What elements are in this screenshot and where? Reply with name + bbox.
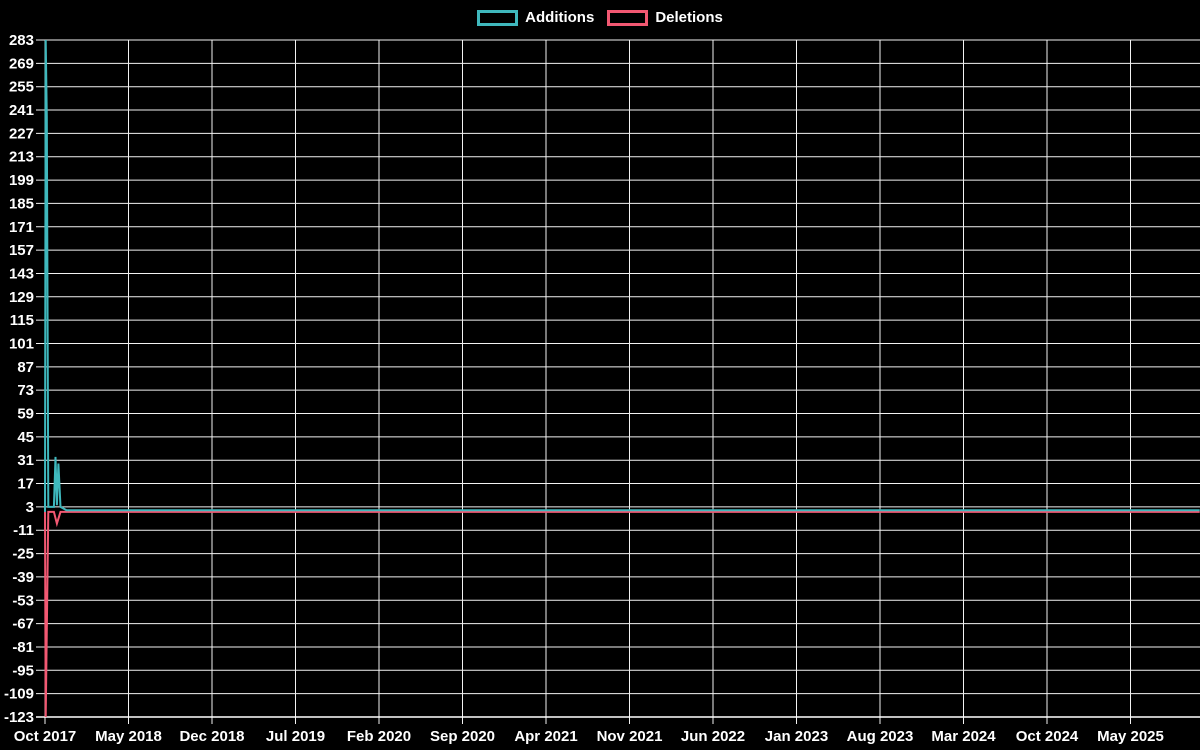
y-axis-tick-label: 213 xyxy=(9,149,34,166)
y-axis-tick-label: 31 xyxy=(17,452,34,469)
y-axis-tick-label: -95 xyxy=(12,662,34,679)
y-axis-tick-label: 87 xyxy=(17,359,34,376)
y-axis-tick-label: 129 xyxy=(9,289,34,306)
y-axis-tick-label: -25 xyxy=(12,546,34,563)
y-axis-tick-label: 241 xyxy=(9,102,34,119)
y-axis-tick-label: 59 xyxy=(17,406,34,423)
y-axis-tick-label: 157 xyxy=(9,242,34,259)
y-axis-tick-label: 3 xyxy=(26,499,34,516)
x-axis-tick-label: Jul 2019 xyxy=(266,728,325,745)
legend-item-additions[interactable]: Additions xyxy=(477,10,594,26)
chart-legend: Additions Deletions xyxy=(0,8,1200,28)
deletions-line xyxy=(44,510,1200,718)
y-axis-tick-label: -67 xyxy=(12,616,34,633)
y-axis-tick-label: -39 xyxy=(12,569,34,586)
x-axis-tick-label: Oct 2017 xyxy=(14,728,77,745)
additions-swatch-icon xyxy=(477,10,519,26)
y-axis-tick-label: 171 xyxy=(9,219,34,236)
y-axis-tick-label: -81 xyxy=(12,639,34,656)
additions-legend-label: Additions xyxy=(525,9,595,26)
y-axis-tick-label: 227 xyxy=(9,125,34,142)
y-axis-tick-label: -123 xyxy=(4,709,34,726)
y-axis-tick-label: 185 xyxy=(9,195,34,212)
y-axis-tick-label: 255 xyxy=(9,79,34,96)
y-axis-tick-label: 199 xyxy=(9,172,34,189)
legend-item-deletions[interactable]: Deletions xyxy=(607,10,723,26)
y-axis-tick-label: 73 xyxy=(17,382,34,399)
x-axis-tick-label: Jan 2023 xyxy=(765,728,828,745)
deletions-legend-label: Deletions xyxy=(655,9,723,26)
x-axis-tick-label: Feb 2020 xyxy=(347,728,411,745)
y-axis-tick-label: -109 xyxy=(4,686,34,703)
x-axis-tick-label: Oct 2024 xyxy=(1016,728,1079,745)
x-axis-tick-label: Mar 2024 xyxy=(931,728,996,745)
y-axis-tick-label: -53 xyxy=(12,592,34,609)
x-axis-tick-label: Apr 2021 xyxy=(514,728,577,745)
y-axis-tick-label: 283 xyxy=(9,32,34,49)
x-axis-tick-label: May 2018 xyxy=(95,728,162,745)
y-axis-tick-label: -11 xyxy=(13,522,34,539)
x-axis-tick-label: Sep 2020 xyxy=(430,728,495,745)
x-axis-tick-label: Aug 2023 xyxy=(847,728,914,745)
y-axis-tick-label: 143 xyxy=(9,265,34,282)
additions-line xyxy=(44,39,1200,512)
y-axis-tick-label: 45 xyxy=(17,429,34,446)
x-axis-tick-label: Dec 2018 xyxy=(179,728,244,745)
x-axis-tick-label: Jun 2022 xyxy=(681,728,745,745)
y-axis-tick-label: 17 xyxy=(17,476,34,493)
deletions-swatch-icon xyxy=(607,10,649,26)
y-axis-tick-label: 269 xyxy=(9,55,34,72)
x-axis-tick-label: Nov 2021 xyxy=(597,728,663,745)
y-axis-tick-label: 101 xyxy=(9,335,34,352)
x-axis-tick-label: May 2025 xyxy=(1097,728,1164,745)
y-axis-tick-label: 115 xyxy=(10,312,34,329)
